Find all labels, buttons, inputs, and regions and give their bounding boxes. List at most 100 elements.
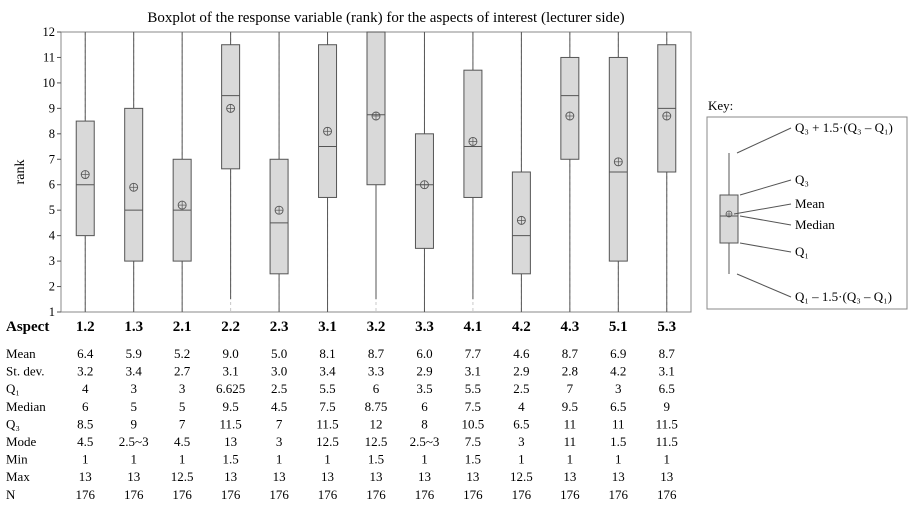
table-cell: 6.9 xyxy=(610,346,626,361)
y-tick-label: 7 xyxy=(49,152,55,166)
table-cell: 5.5 xyxy=(465,381,481,396)
box-3.2 xyxy=(366,31,386,300)
table-cell: 5 xyxy=(130,399,137,414)
table-row-label: Median xyxy=(6,399,46,414)
table-cell: 8.7 xyxy=(562,346,579,361)
key-label-median: Median xyxy=(795,217,835,232)
table-cell: 1 xyxy=(276,452,283,467)
box-4.1 xyxy=(463,32,483,300)
table-cell: 7.5 xyxy=(319,399,335,414)
table-header-aspect: 3.3 xyxy=(415,319,434,335)
iqr-box xyxy=(463,69,483,198)
table-cell: 2.5 xyxy=(271,381,287,396)
table-cell: 4.5 xyxy=(174,434,190,449)
table-cell: 8.7 xyxy=(368,346,385,361)
table-cell: 5.9 xyxy=(126,346,142,361)
box-3.1 xyxy=(318,32,338,312)
table-cell: 176 xyxy=(415,487,435,502)
table-header-label: Aspect xyxy=(6,319,49,335)
key-box xyxy=(719,194,739,244)
table-header-aspect: 2.3 xyxy=(270,319,289,335)
table-cell: 1 xyxy=(664,452,671,467)
table-cell: 1.5 xyxy=(222,452,238,467)
table-cell: 6.0 xyxy=(416,346,432,361)
box-5.3 xyxy=(657,32,677,312)
table-cell: 7 xyxy=(276,416,283,431)
table-header-aspect: 3.2 xyxy=(367,319,386,335)
table-cell: 8.75 xyxy=(365,399,388,414)
table-cell: 3.4 xyxy=(319,364,336,379)
table-cell: 1.5 xyxy=(610,434,626,449)
table-cell: 2.5~3 xyxy=(410,434,440,449)
table-cell: 3.5 xyxy=(416,381,432,396)
table-cell: 6.4 xyxy=(77,346,94,361)
table-cell: 1 xyxy=(518,452,525,467)
iqr-box xyxy=(269,158,289,275)
key-label-q1: Q₁ xyxy=(795,244,809,259)
table-cell: 5.5 xyxy=(319,381,335,396)
table-cell: 176 xyxy=(124,487,144,502)
table-cell: 13 xyxy=(79,469,92,484)
table-cell: 3 xyxy=(179,381,186,396)
table-row-label: St. dev. xyxy=(6,364,45,379)
table-row-label: Mode xyxy=(6,434,37,449)
table-cell: 2.7 xyxy=(174,364,191,379)
y-tick-label: 6 xyxy=(49,178,55,192)
table-cell: 11.5 xyxy=(316,416,338,431)
box-1.3 xyxy=(124,32,144,312)
table-cell: 1 xyxy=(324,452,331,467)
key-pointer-mean xyxy=(733,203,792,215)
box-1.2 xyxy=(75,32,95,312)
table-header-aspect: 2.1 xyxy=(173,319,192,335)
y-tick-label: 4 xyxy=(49,229,56,243)
table-cell: 13 xyxy=(321,469,334,484)
table-cell: 10.5 xyxy=(462,416,485,431)
y-tick-label: 11 xyxy=(43,50,55,64)
y-axis-label: rank xyxy=(13,160,28,185)
table-cell: 9.5 xyxy=(562,399,578,414)
table-cell: 1 xyxy=(421,452,428,467)
table-cell: 3 xyxy=(130,381,137,396)
table-cell: 3.1 xyxy=(659,364,675,379)
table-cell: 176 xyxy=(657,487,677,502)
box-3.3 xyxy=(414,32,434,312)
table-cell: 7.5 xyxy=(465,434,481,449)
table-cell: 12 xyxy=(370,416,383,431)
table-cell: 13 xyxy=(466,469,479,484)
box-2.1 xyxy=(172,32,192,312)
table-cell: 13 xyxy=(660,469,673,484)
table-cell: 8.5 xyxy=(77,416,93,431)
table-cell: 9.5 xyxy=(222,399,238,414)
table-cell: 1 xyxy=(130,452,137,467)
table-cell: 13 xyxy=(563,469,576,484)
table-cell: 6 xyxy=(82,399,89,414)
key-label-upper: Q₃ + 1.5·(Q₃ – Q₁) xyxy=(795,120,893,135)
table-header-aspect: 1.2 xyxy=(76,319,95,335)
table-cell: 7.7 xyxy=(465,346,482,361)
table-cell: 7 xyxy=(567,381,574,396)
table-cell: 3.4 xyxy=(126,364,143,379)
key-label-lower: Q₁ – 1.5·(Q₃ – Q₁) xyxy=(795,289,892,304)
table-cell: 176 xyxy=(560,487,580,502)
y-tick-label: 5 xyxy=(49,203,55,217)
table-row-label: Q₃ xyxy=(6,416,20,431)
table-cell: 2.5 xyxy=(513,381,529,396)
key-legend: Key: Q₃ + 1.5·(Q₃ – Q₁) Q₃ Mean Median Q… xyxy=(706,98,908,310)
table-header-aspect: 5.3 xyxy=(657,319,676,335)
table-header-aspect: 5.1 xyxy=(609,319,628,335)
table-row-label: Min xyxy=(6,452,28,467)
table-cell: 5 xyxy=(179,399,186,414)
table-cell: 11 xyxy=(564,434,577,449)
table-cell: 11.5 xyxy=(219,416,241,431)
table-header-aspect: 2.2 xyxy=(221,319,240,335)
table-cell: 11 xyxy=(564,416,577,431)
y-tick-label: 8 xyxy=(49,127,55,141)
table-header-aspect: 4.3 xyxy=(560,319,579,335)
table-cell: 13 xyxy=(127,469,140,484)
table-cell: 176 xyxy=(463,487,483,502)
table-cell: 9 xyxy=(130,416,137,431)
table-cell: 3 xyxy=(615,381,622,396)
table-cell: 3.3 xyxy=(368,364,384,379)
